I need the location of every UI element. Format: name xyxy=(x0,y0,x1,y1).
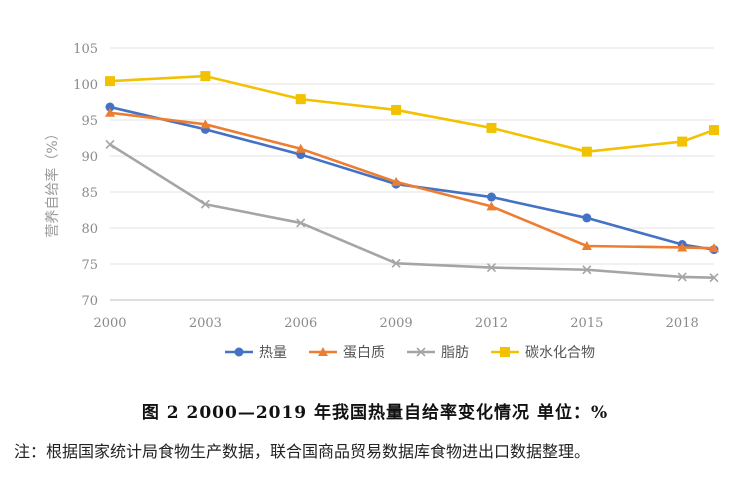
data-point xyxy=(234,347,244,357)
data-point xyxy=(486,263,497,273)
data-point xyxy=(582,265,592,275)
legend-item: 脂肪 xyxy=(407,345,469,361)
data-point xyxy=(200,71,211,82)
legend-label: 蛋白质 xyxy=(343,345,385,361)
data-point xyxy=(677,136,688,147)
legend-label: 碳水化合物 xyxy=(525,345,595,361)
figure-caption: 图 2 2000—2019 年我国热量自给率变化情况 单位：% xyxy=(141,403,609,423)
data-point xyxy=(677,242,688,252)
series-0 xyxy=(105,102,719,255)
data-point xyxy=(105,107,115,117)
y-tick-label: 85 xyxy=(81,186,98,201)
data-point xyxy=(391,258,401,268)
data-point xyxy=(295,143,306,153)
x-tick-label: 2000 xyxy=(93,316,126,331)
data-point xyxy=(500,347,510,357)
data-point xyxy=(486,201,497,211)
data-point xyxy=(416,347,426,357)
figure-note: 注：根据国家统计局食物生产数据，联合国商品贸易数据库食物进出口数据整理。 xyxy=(14,442,591,461)
y-tick-label: 70 xyxy=(81,294,98,309)
x-tick-label: 2006 xyxy=(284,316,317,331)
y-tick-label: 90 xyxy=(81,150,98,165)
data-point xyxy=(296,218,306,228)
data-point xyxy=(200,199,210,209)
y-tick-label: 95 xyxy=(81,114,98,129)
x-axis-ticks: 2000 2003 2006 2009 2012 2015 2018 xyxy=(93,316,698,331)
legend-label: 热量 xyxy=(259,345,287,361)
y-tick-label: 75 xyxy=(81,258,98,273)
data-point xyxy=(709,273,719,283)
x-tick-label: 2009 xyxy=(380,316,413,331)
series-1 xyxy=(105,107,719,253)
y-tick-label: 80 xyxy=(81,222,98,237)
data-point xyxy=(295,94,306,105)
legend-item: 碳水化合物 xyxy=(491,345,595,361)
y-axis-label: 营养自给率（%） xyxy=(44,126,61,237)
data-point xyxy=(105,139,115,150)
series-2 xyxy=(105,139,719,283)
series-3 xyxy=(105,71,719,157)
data-point xyxy=(581,146,592,157)
y-tick-label: 105 xyxy=(73,42,98,57)
legend: 热量 蛋白质 脂肪 碳水化合物 xyxy=(225,345,595,361)
data-point xyxy=(105,76,115,87)
legend-label: 脂肪 xyxy=(441,345,469,361)
y-axis-ticks: 70 75 80 85 90 95 100 105 xyxy=(73,42,98,309)
legend-item: 热量 xyxy=(225,345,287,361)
series-line xyxy=(109,105,715,251)
y-tick-label: 100 xyxy=(73,78,98,93)
legend-item: 蛋白质 xyxy=(309,345,385,361)
x-tick-label: 2015 xyxy=(570,316,603,331)
data-point xyxy=(391,176,402,186)
series-lines xyxy=(105,71,719,283)
data-point xyxy=(486,122,497,133)
data-point xyxy=(709,243,719,253)
data-point xyxy=(677,272,687,282)
x-tick-label: 2012 xyxy=(475,316,508,331)
x-tick-label: 2003 xyxy=(189,316,222,331)
data-point xyxy=(391,104,402,115)
x-tick-label: 2018 xyxy=(666,316,699,331)
data-point xyxy=(200,119,211,129)
data-point xyxy=(709,125,719,136)
data-point xyxy=(581,241,592,250)
gridlines xyxy=(110,47,714,301)
series-line xyxy=(109,74,715,153)
data-point xyxy=(318,347,328,356)
series-line xyxy=(109,111,715,250)
series-line xyxy=(109,143,715,279)
data-point xyxy=(105,102,115,112)
data-point xyxy=(582,213,592,223)
data-point xyxy=(486,192,496,202)
